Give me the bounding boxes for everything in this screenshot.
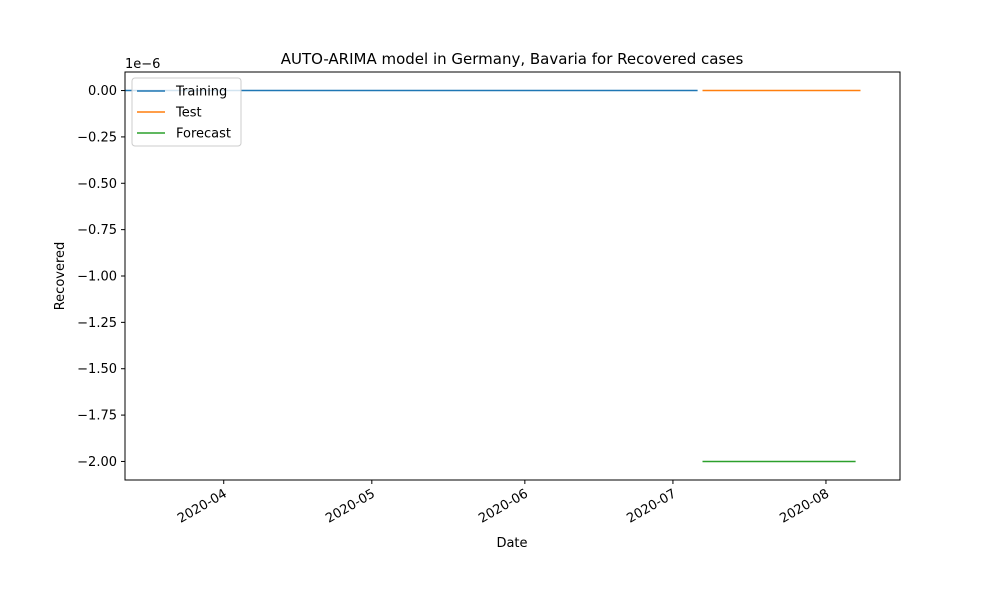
- x-axis-ticks: 2020-04 2020-05 2020-06 2020-07 2020-08: [175, 480, 832, 527]
- x-tick-label: 2020-07: [624, 486, 679, 526]
- x-tick-label: 2020-06: [476, 486, 531, 526]
- legend-box: [131, 77, 242, 147]
- y-tick-label: −1.50: [77, 362, 117, 377]
- y-tick-label: −0.75: [77, 223, 117, 238]
- x-axis-label: Date: [496, 536, 527, 551]
- x-tick-label: 2020-08: [777, 486, 832, 526]
- y-axis-offset-label: 1e−6: [125, 57, 160, 72]
- y-tick-label: −1.00: [77, 270, 117, 285]
- chart-title: AUTO-ARIMA model in Germany, Bavaria for…: [281, 50, 744, 68]
- y-tick-label: 0.00: [88, 84, 117, 99]
- y-tick-label: −0.25: [77, 130, 117, 145]
- y-tick-label: −1.25: [77, 316, 117, 331]
- legend-label-test: Test: [175, 106, 202, 121]
- y-tick-label: −2.00: [77, 455, 117, 470]
- x-tick-label: 2020-05: [323, 486, 378, 526]
- legend-label-forecast: Forecast: [176, 127, 231, 142]
- y-axis-label: Recovered: [53, 242, 68, 311]
- legend: Training Test Forecast: [131, 77, 242, 147]
- y-tick-label: −1.75: [77, 409, 117, 424]
- plot-area-frame: [124, 71, 901, 481]
- y-axis-ticks: 0.00 −0.25 −0.50 −0.75 −1.00 −1.25 −1.50 −1.75 −…: [77, 84, 125, 470]
- legend-label-training: Training: [175, 85, 227, 100]
- x-tick-label: 2020-04: [175, 486, 230, 526]
- y-tick-label: −0.50: [77, 177, 117, 192]
